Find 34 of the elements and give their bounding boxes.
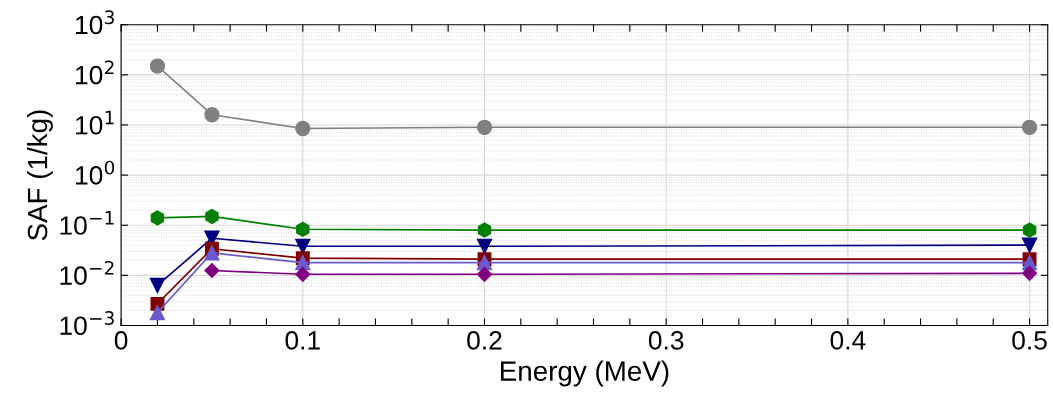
y-axis-title: SAF (1/kg) [26, 110, 53, 241]
point [1021, 265, 1038, 281]
x-tick-label: 0.2 [467, 331, 502, 350]
point [1021, 119, 1038, 135]
point [1022, 222, 1037, 238]
point [149, 58, 166, 74]
x-tick-label: 0.3 [648, 331, 684, 350]
point [1021, 237, 1038, 253]
x-tick-label: 0 [114, 331, 128, 350]
point [150, 210, 165, 226]
point [476, 266, 493, 282]
x-tick-label: 0.4 [830, 331, 866, 350]
x-axis-title: Energy (MeV) [501, 360, 669, 387]
point [205, 208, 219, 225]
point [149, 277, 166, 294]
point [295, 266, 311, 282]
point [204, 245, 220, 261]
point [204, 107, 220, 123]
point [295, 120, 311, 137]
y-tick-label: 10$^{3}$ [76, 10, 114, 35]
y-tick-label: 10$^{−3}$ [60, 311, 114, 336]
point [296, 221, 310, 237]
point [149, 305, 166, 321]
y-tick-label: 10$^{2}$ [76, 60, 114, 85]
point [476, 238, 493, 254]
point [476, 119, 493, 135]
point [477, 222, 492, 238]
y-tick-label: 10$^{0}$ [76, 160, 115, 185]
x-tick-label: 0.1 [285, 331, 320, 350]
x-tick-label: 0.5 [1012, 331, 1047, 350]
y-tick-label: 10$^{1}$ [76, 110, 114, 135]
y-tick-label: 10$^{−1}$ [60, 211, 114, 235]
y-tick-label: 10$^{−2}$ [60, 260, 114, 285]
point [204, 262, 220, 279]
